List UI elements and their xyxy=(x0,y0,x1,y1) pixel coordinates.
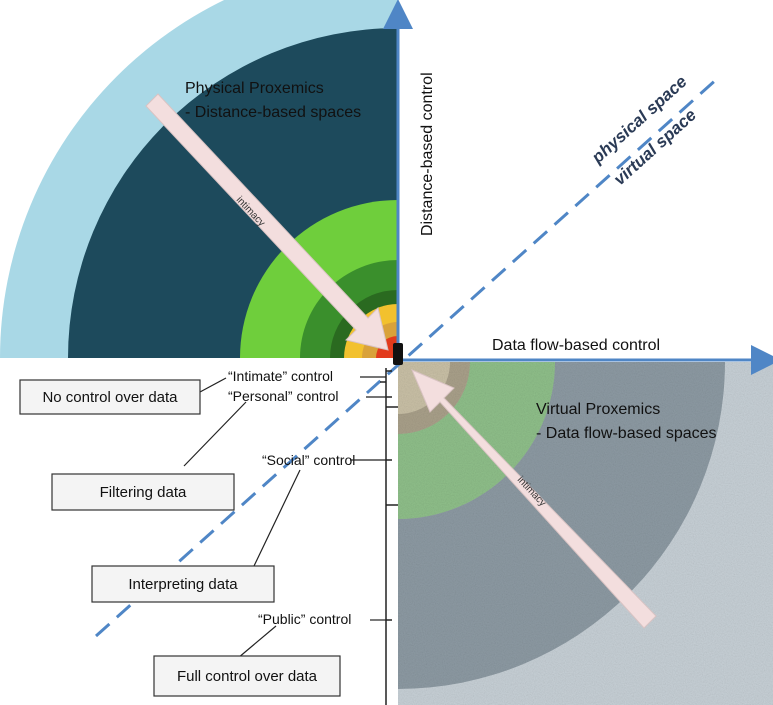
no-control-text: No control over data xyxy=(42,389,178,406)
filtering-text: Filtering data xyxy=(100,484,187,501)
label-connectors xyxy=(350,376,386,621)
box-no-control: No control over data xyxy=(19,379,201,415)
social-control-label: “Social” control xyxy=(262,452,355,468)
virtual-title-line1: Virtual Proxemics xyxy=(536,401,660,418)
vertical-axis-label: Distance-based control xyxy=(419,72,436,236)
box-leader-lines xyxy=(183,377,301,659)
physical-proxemics-quadrant: Physical Proxemics - Distance-based spac… xyxy=(0,0,398,358)
virtual-title-line2: - Data flow-based spaces xyxy=(536,425,717,442)
origin-marker xyxy=(393,343,403,365)
box-interpreting: Interpreting data xyxy=(91,565,275,603)
physical-title-line1: Physical Proxemics xyxy=(185,80,324,97)
intimate-control-label: “Intimate” control xyxy=(228,368,333,384)
control-bracket xyxy=(380,368,398,705)
interpreting-text: Interpreting data xyxy=(128,576,238,593)
horizontal-axis-label: Data flow-based control xyxy=(492,337,660,354)
public-control-label: “Public” control xyxy=(258,611,351,627)
physical-title-line2: - Distance-based spaces xyxy=(185,104,361,121)
axes: Distance-based control Data flow-based c… xyxy=(383,0,773,375)
box-full-control: Full control over data xyxy=(153,655,341,697)
personal-control-label: “Personal” control xyxy=(228,388,339,404)
virtual-proxemics-quadrant: Virtual Proxemics - Data flow-based spac… xyxy=(398,362,773,705)
box-filtering: Filtering data xyxy=(51,473,235,511)
full-control-text: Full control over data xyxy=(177,668,318,685)
